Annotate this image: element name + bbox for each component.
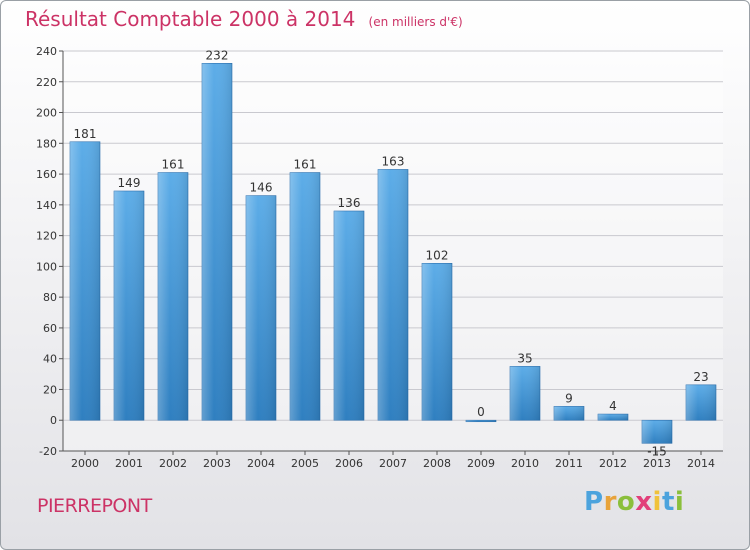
data-label: 4 xyxy=(609,399,617,413)
y-tick-label: 140 xyxy=(36,199,57,212)
bar-highlight xyxy=(686,384,716,421)
logo-letter: P xyxy=(584,487,604,517)
logo-letter: t xyxy=(661,487,675,517)
y-tick-label: 200 xyxy=(36,107,57,120)
logo-letter: i xyxy=(652,487,662,517)
logo-letter: i xyxy=(674,487,685,517)
data-label: 161 xyxy=(294,158,317,172)
bar-highlight xyxy=(466,420,496,422)
bar-highlight xyxy=(334,211,364,421)
data-label: 23 xyxy=(693,370,708,384)
y-tick-label: 120 xyxy=(36,230,57,243)
x-tick-label: 2001 xyxy=(115,457,143,470)
data-label: 232 xyxy=(206,48,229,62)
y-tick-label: 0 xyxy=(50,414,57,427)
proxiti-logo: Proxiti xyxy=(584,487,684,517)
data-label: 0 xyxy=(477,405,485,419)
y-tick-label: 60 xyxy=(43,322,57,335)
x-tick-label: 2004 xyxy=(247,457,275,470)
y-tick-label: 40 xyxy=(43,353,57,366)
title-line: Résultat Comptable 2000 à 2014 (en milli… xyxy=(25,7,463,31)
data-label: 9 xyxy=(565,391,573,405)
bar-highlight xyxy=(378,169,408,421)
x-tick-label: 2008 xyxy=(423,457,451,470)
bar-highlight xyxy=(290,172,320,421)
y-tick-label: 20 xyxy=(43,383,57,396)
x-tick-label: 2000 xyxy=(71,457,99,470)
data-label: 163 xyxy=(382,154,405,168)
y-tick-label: 220 xyxy=(36,76,57,89)
axes xyxy=(59,50,723,455)
x-tick-label: 2006 xyxy=(335,457,363,470)
y-tick-label: -20 xyxy=(39,445,57,458)
y-tick-label: 100 xyxy=(36,260,57,273)
data-label: 161 xyxy=(162,158,185,172)
x-tick-label: 2005 xyxy=(291,457,319,470)
x-tick-label: 2007 xyxy=(379,457,407,470)
data-label: 149 xyxy=(118,176,141,190)
data-label: 181 xyxy=(74,127,97,141)
y-tick-label: 240 xyxy=(36,45,57,58)
x-tick-label: 2011 xyxy=(555,457,583,470)
bar-highlight xyxy=(598,414,628,421)
commune-name: PIERREPONT xyxy=(37,495,152,517)
data-label: 102 xyxy=(426,248,449,262)
y-tick-label: 180 xyxy=(36,137,57,150)
logo-letter: r xyxy=(603,487,617,517)
logo-letter: o xyxy=(616,487,636,517)
x-tick-label: 2009 xyxy=(467,457,495,470)
bar-highlight xyxy=(114,191,144,421)
bar-highlight xyxy=(246,195,276,421)
labels: -200204060801001201401601802002202402000… xyxy=(36,45,715,470)
x-tick-label: 2014 xyxy=(687,457,715,470)
x-tick-label: 2012 xyxy=(599,457,627,470)
y-tick-label: 80 xyxy=(43,291,57,304)
chart-subtitle: (en milliers d'€) xyxy=(368,15,463,29)
data-label: 136 xyxy=(338,196,361,210)
y-tick-label: 160 xyxy=(36,168,57,181)
bar-highlight xyxy=(422,263,452,421)
bar-highlight xyxy=(202,63,232,421)
bar-highlight xyxy=(554,406,584,421)
bar-highlight xyxy=(642,420,672,444)
data-label: 146 xyxy=(250,181,273,195)
data-label: -15 xyxy=(647,444,667,458)
x-tick-label: 2002 xyxy=(159,457,187,470)
bar-highlight xyxy=(158,172,188,421)
data-label: 35 xyxy=(517,351,532,365)
bars xyxy=(69,63,717,444)
x-tick-label: 2010 xyxy=(511,457,539,470)
x-tick-label: 2003 xyxy=(203,457,231,470)
bar-highlight xyxy=(70,141,100,421)
bar-highlight xyxy=(510,366,540,421)
x-tick-label: 2013 xyxy=(643,457,671,470)
chart-title: Résultat Comptable 2000 à 2014 xyxy=(25,7,356,31)
logo-letter: x xyxy=(635,487,653,517)
